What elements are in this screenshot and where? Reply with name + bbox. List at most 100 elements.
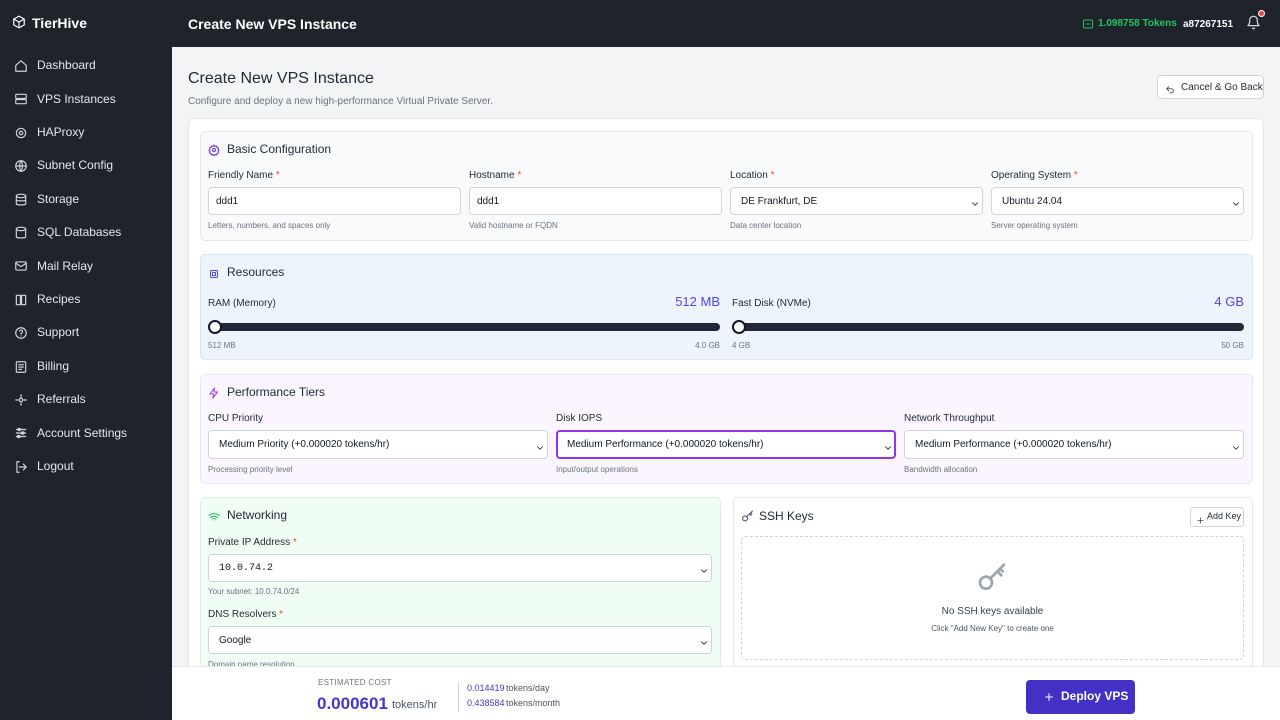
nav-icon [14, 326, 28, 340]
cost-hourly: 0.000601 [317, 693, 388, 713]
token-balance: 1.098758 Tokens [1098, 17, 1177, 29]
add-key-button[interactable] [1190, 507, 1244, 527]
icon-part [537, 445, 543, 450]
icon-part [208, 144, 220, 157]
icon-part [13, 15, 25, 29]
top-title: Create New VPS Instance [188, 15, 357, 32]
notification-dot [1258, 10, 1265, 17]
cost-hourly-unit: tokens/hr [392, 698, 438, 711]
select[interactable] [991, 187, 1244, 215]
nav-item[interactable] [8, 286, 164, 314]
icon-part [972, 202, 978, 206]
field-hint: Valid hostname or FQDN [469, 220, 558, 230]
nav-item[interactable] [8, 319, 164, 347]
back-icon [1165, 82, 1175, 94]
field-hint: Bandwidth allocation [904, 464, 978, 474]
select[interactable] [208, 554, 712, 582]
select[interactable] [208, 626, 712, 654]
nav-item[interactable] [8, 386, 164, 414]
cost-daily-unit: tokens/day [506, 683, 550, 694]
nav-icon [14, 226, 28, 240]
slider-value: 512 MB [675, 293, 720, 309]
icon-part [16, 435, 21, 439]
field-value: DE Frankfurt, DE [741, 195, 818, 207]
field-hint: Input/output operations [556, 464, 638, 474]
icon-part [16, 460, 27, 473]
sidebar [0, 47, 172, 720]
icon-part [15, 60, 27, 72]
icon-part [18, 363, 24, 370]
icon-part [208, 144, 220, 157]
cost-label: ESTIMATED COST [318, 677, 392, 687]
field-label: CPU Priority [208, 412, 264, 424]
icon-part [1166, 86, 1174, 94]
select[interactable] [208, 430, 548, 459]
chevron [699, 563, 709, 573]
icon-part [17, 428, 21, 432]
field-value: Google [219, 634, 252, 646]
slider-track[interactable] [738, 323, 1244, 331]
icon-part [885, 445, 891, 450]
nav-icon [14, 259, 28, 273]
deploy-plus [1043, 690, 1055, 702]
nav-label: Mail Relay [37, 258, 94, 273]
slider-track[interactable] [214, 323, 720, 331]
icon-part [15, 360, 27, 373]
cancel-label: Cancel & Go Back [1181, 81, 1263, 93]
nav-label: HAProxy [37, 125, 85, 139]
cancel-button[interactable] [1157, 75, 1264, 99]
icon-part [208, 513, 220, 522]
notifications[interactable] [1246, 15, 1261, 30]
icon-part [1233, 202, 1239, 206]
chevron [970, 196, 980, 206]
field-label: Friendly Name * [208, 169, 280, 181]
nav-item[interactable] [8, 353, 164, 381]
resources-section [200, 254, 1253, 360]
icon-part [15, 294, 27, 306]
nav-icon [14, 126, 28, 140]
nav-label: Dashboard [37, 58, 96, 73]
select[interactable] [556, 430, 896, 459]
field-hint: Server operating system [991, 220, 1078, 230]
text-input[interactable] [208, 187, 461, 215]
nav-icon [14, 393, 28, 407]
select[interactable] [904, 430, 1244, 459]
text-input[interactable] [469, 187, 722, 215]
icon-part [209, 387, 218, 399]
field-value: Medium Performance (+0.000020 tokens/hr) [915, 439, 1112, 450]
nav-item[interactable] [8, 186, 164, 214]
nav-label: Recipes [37, 292, 81, 306]
icon-part [15, 294, 27, 306]
icon-part [1197, 517, 1204, 524]
deploy-button[interactable] [1026, 680, 1135, 714]
slider-thumb[interactable] [208, 320, 222, 334]
nav-item[interactable] [8, 119, 164, 147]
chip-icon [208, 267, 220, 279]
section-title: Resources [227, 265, 285, 280]
section-title: Performance Tiers [227, 385, 326, 400]
icon-part [15, 428, 27, 439]
nav-icon [14, 59, 28, 73]
field-value: Medium Priority (+0.000020 tokens/hr) [219, 439, 390, 450]
select[interactable] [730, 187, 983, 215]
icon-part [1233, 445, 1239, 450]
username: a87267151 [1183, 18, 1234, 30]
nav-item[interactable] [8, 453, 164, 481]
icon-part [1166, 88, 1174, 94]
chevron [1231, 440, 1241, 450]
slider-max: 4.0 GB [695, 340, 720, 350]
icon-part [15, 394, 27, 406]
slider-value: 4 GB [1214, 293, 1244, 309]
field-value: 10.0.74.2 [219, 562, 274, 574]
required-mark: * [1071, 169, 1078, 181]
icon-part [15, 360, 27, 373]
key-icon [741, 510, 754, 523]
icon-part [15, 127, 27, 139]
icon-part [15, 60, 27, 72]
icon-part [1083, 19, 1093, 29]
field-label: Operating System * [991, 169, 1078, 181]
add-key-label: Add Key [1207, 511, 1242, 522]
slider-thumb[interactable] [732, 320, 746, 334]
field-label: Private IP Address * [208, 536, 297, 548]
